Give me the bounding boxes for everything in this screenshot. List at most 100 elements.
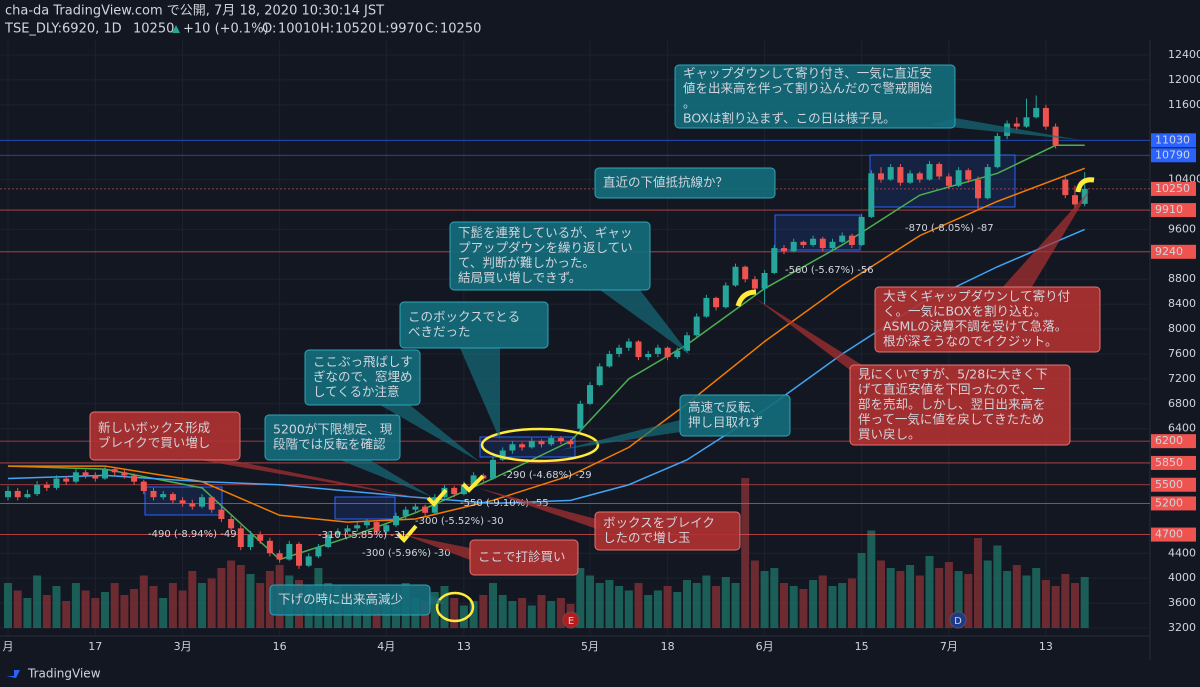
candle-body — [63, 478, 70, 482]
check — [461, 474, 485, 493]
candle-body — [422, 506, 429, 513]
candle-body — [470, 475, 477, 485]
volume-bar — [983, 560, 992, 628]
range-label: -300 (-5.52%) -30 — [415, 516, 504, 527]
candle-body — [528, 441, 535, 448]
volume-bar — [217, 568, 226, 628]
volume-bar — [663, 586, 672, 628]
callout — [679, 394, 791, 437]
volume-bar — [702, 575, 711, 628]
volume-bar — [1003, 571, 1012, 628]
y-tick-label: 12000 — [1168, 73, 1200, 86]
callout-text: したので増し玉 — [603, 530, 691, 545]
volume-bar — [527, 605, 536, 628]
candle-body — [674, 350, 681, 358]
callout-pointer — [478, 488, 600, 530]
volume-bar — [615, 586, 624, 628]
candle-body — [732, 266, 739, 286]
footer-brand: TradingView — [27, 667, 101, 681]
x-tick-label: 13 — [457, 640, 471, 653]
volume-bar — [518, 598, 527, 628]
volume-bar — [847, 578, 856, 628]
callout-text: 結局買い増しできず。 — [458, 270, 581, 285]
candle-body — [179, 500, 186, 504]
candle-body — [131, 475, 138, 482]
volume-bar — [760, 571, 769, 628]
volume-bar — [741, 478, 750, 628]
callout — [269, 584, 431, 616]
candle-body — [955, 170, 962, 186]
callout-text: 下げの時に出来高減少 — [278, 592, 403, 607]
candle-body — [868, 173, 875, 217]
x-tick-label: 5月 — [581, 640, 599, 653]
x-tick-label: 3月 — [174, 640, 192, 653]
callout — [594, 167, 776, 199]
header-title: cha-da TradingView.com で公開, 7月 18, 2020 … — [5, 4, 384, 19]
range-box — [774, 214, 861, 251]
candle-body — [848, 235, 855, 245]
volume-bar — [1022, 575, 1031, 628]
callout-pointer — [380, 405, 480, 462]
volume-bar — [168, 583, 177, 628]
volume-bar — [149, 586, 158, 628]
callout-pointer — [430, 595, 445, 605]
volume-bar — [828, 586, 837, 628]
candle-body — [761, 272, 768, 289]
price-label-bg — [1151, 148, 1196, 163]
volume-bar — [1041, 580, 1050, 628]
callout-pointer — [405, 535, 470, 560]
volume-bar — [964, 574, 973, 628]
candle-body — [751, 279, 758, 289]
callout-pointer — [755, 298, 870, 370]
y-tick-label: 8000 — [1168, 322, 1196, 335]
volume-bar — [547, 601, 556, 628]
volume-bar — [469, 601, 478, 628]
candle-body — [1033, 107, 1040, 118]
header: cha-da TradingView.com で公開, 7月 18, 2020 … — [4, 4, 481, 37]
candle-body — [664, 347, 671, 358]
candle-body — [140, 481, 147, 491]
volume-bar — [159, 598, 168, 628]
volume-bar — [683, 580, 691, 628]
candle-body — [577, 403, 584, 429]
volume-bar — [867, 530, 876, 628]
callout — [449, 221, 651, 291]
candle-body — [208, 497, 215, 510]
callout-pointer — [560, 420, 680, 450]
candle-body — [567, 441, 574, 445]
volume-bar — [915, 575, 924, 628]
volume-bar — [1051, 586, 1060, 628]
y-tick-label: 9600 — [1168, 222, 1196, 235]
price-label-bg — [1151, 527, 1196, 542]
candle-body — [43, 484, 50, 488]
candle-body — [945, 176, 952, 186]
callout-pointer — [600, 290, 690, 355]
candle-body — [994, 135, 1001, 168]
ohlc-value: 10520 — [335, 22, 376, 37]
candle-body — [771, 248, 778, 273]
candle-body — [296, 543, 302, 566]
candle-body — [839, 235, 846, 242]
price-label-bg — [1151, 496, 1196, 511]
callout-text: BOXは割り込まず、この日は様子見。 — [683, 111, 896, 126]
candle-body — [1013, 123, 1020, 127]
callout-text: 5200が下限想定、現 — [273, 422, 393, 437]
callout — [594, 511, 741, 551]
callout-text: ここで打診買い — [478, 549, 566, 564]
price-label-bg — [1151, 133, 1196, 148]
x-tick-label: 4月 — [377, 640, 395, 653]
callout-text: 値を出来高を伴って割り込んだので警戒開始 — [683, 81, 933, 96]
x-tick-label: 7月 — [940, 640, 958, 653]
y-tick-label: 8800 — [1168, 272, 1196, 285]
candle-body — [713, 297, 720, 308]
candle-body — [878, 173, 884, 180]
callout-text: て、判断が難しかった。 — [458, 255, 595, 270]
callout-text: 見にくいですが、5/28に大きく下 — [858, 367, 1048, 382]
candle-body — [1023, 117, 1030, 127]
callout-text: してくるか注意 — [313, 384, 400, 399]
footer: TradingView — [6, 667, 101, 681]
y-tick-label: 7200 — [1168, 372, 1196, 385]
candle-body — [199, 497, 205, 507]
callout — [674, 64, 956, 129]
volume-bar — [188, 571, 197, 628]
